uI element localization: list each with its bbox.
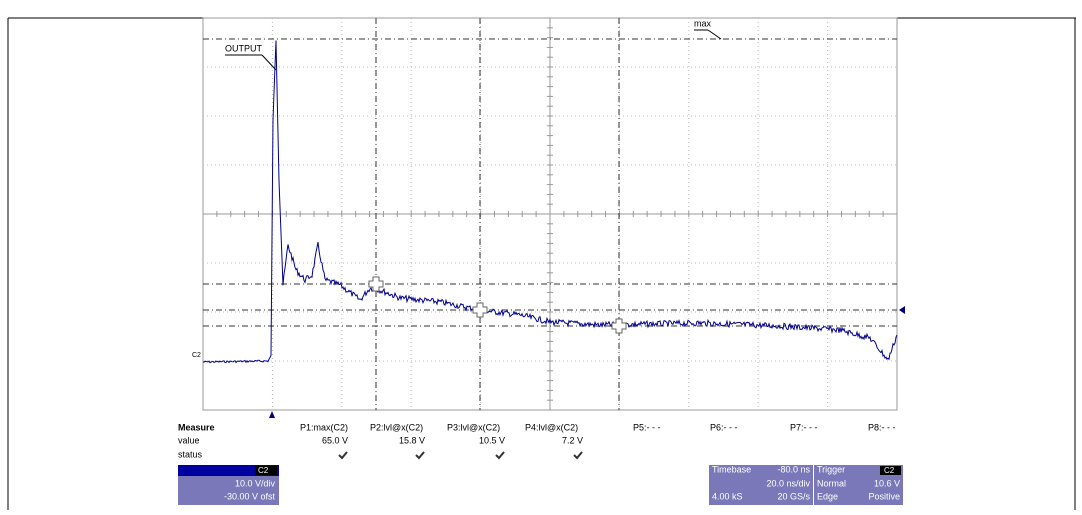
- trigger-marker: [269, 411, 275, 418]
- measure-title: Measure: [178, 422, 215, 432]
- grid: [202, 17, 898, 411]
- cursor-cross: [472, 302, 488, 318]
- trigger-source: C2: [884, 466, 895, 475]
- timebase-samples: 4.00 kS: [712, 491, 743, 501]
- param-name: P8:- - -: [868, 422, 896, 432]
- param-value: 7.2 V: [562, 435, 583, 445]
- trace-label: OUTPUT: [225, 43, 263, 53]
- channel-offset: -30.00 V ofst: [224, 491, 276, 501]
- channel-marker: C2: [192, 352, 201, 359]
- param-name: P1:max(C2): [300, 422, 348, 432]
- status-check: [338, 451, 348, 460]
- status-check: [415, 451, 425, 460]
- status-check: [495, 451, 505, 460]
- row-label: status: [178, 449, 203, 459]
- timebase-scale: 20.0 ns/div: [766, 478, 810, 488]
- param-name: P3:lvl@x(C2): [447, 422, 500, 432]
- param-name: P6:- - -: [710, 422, 738, 432]
- param-name: P5:- - -: [633, 422, 661, 432]
- cursor-cross: [368, 276, 384, 292]
- trigger-title: Trigger: [817, 464, 845, 474]
- param-name: P2:lvl@x(C2): [370, 422, 423, 432]
- trigger-level: 10.6 V: [874, 478, 900, 488]
- cursor-label: max: [694, 18, 712, 28]
- status-check: [573, 451, 583, 460]
- cursors: [203, 18, 897, 410]
- channel-scale: 10.0 V/div: [235, 478, 276, 488]
- level-marker: [899, 306, 905, 314]
- param-value: 15.8 V: [399, 435, 425, 445]
- trigger-mode: Normal: [817, 478, 846, 488]
- param-value: 65.0 V: [322, 435, 348, 445]
- param-value: 10.5 V: [479, 435, 505, 445]
- waveform: [202, 40, 898, 364]
- timebase-title: Timebase: [712, 464, 751, 474]
- row-label: value: [178, 435, 200, 445]
- timebase-box: [709, 465, 813, 505]
- channel-name: C2: [258, 466, 269, 475]
- param-name: P4:lvl@x(C2): [525, 422, 578, 432]
- cursor-cross: [611, 318, 627, 334]
- trigger-type: Edge: [817, 491, 838, 501]
- timebase-delay: -80.0 ns: [777, 464, 810, 474]
- param-name: P7:- - -: [790, 422, 818, 432]
- trigger-slope: Positive: [868, 491, 900, 501]
- timebase-rate: 20 GS/s: [777, 491, 810, 501]
